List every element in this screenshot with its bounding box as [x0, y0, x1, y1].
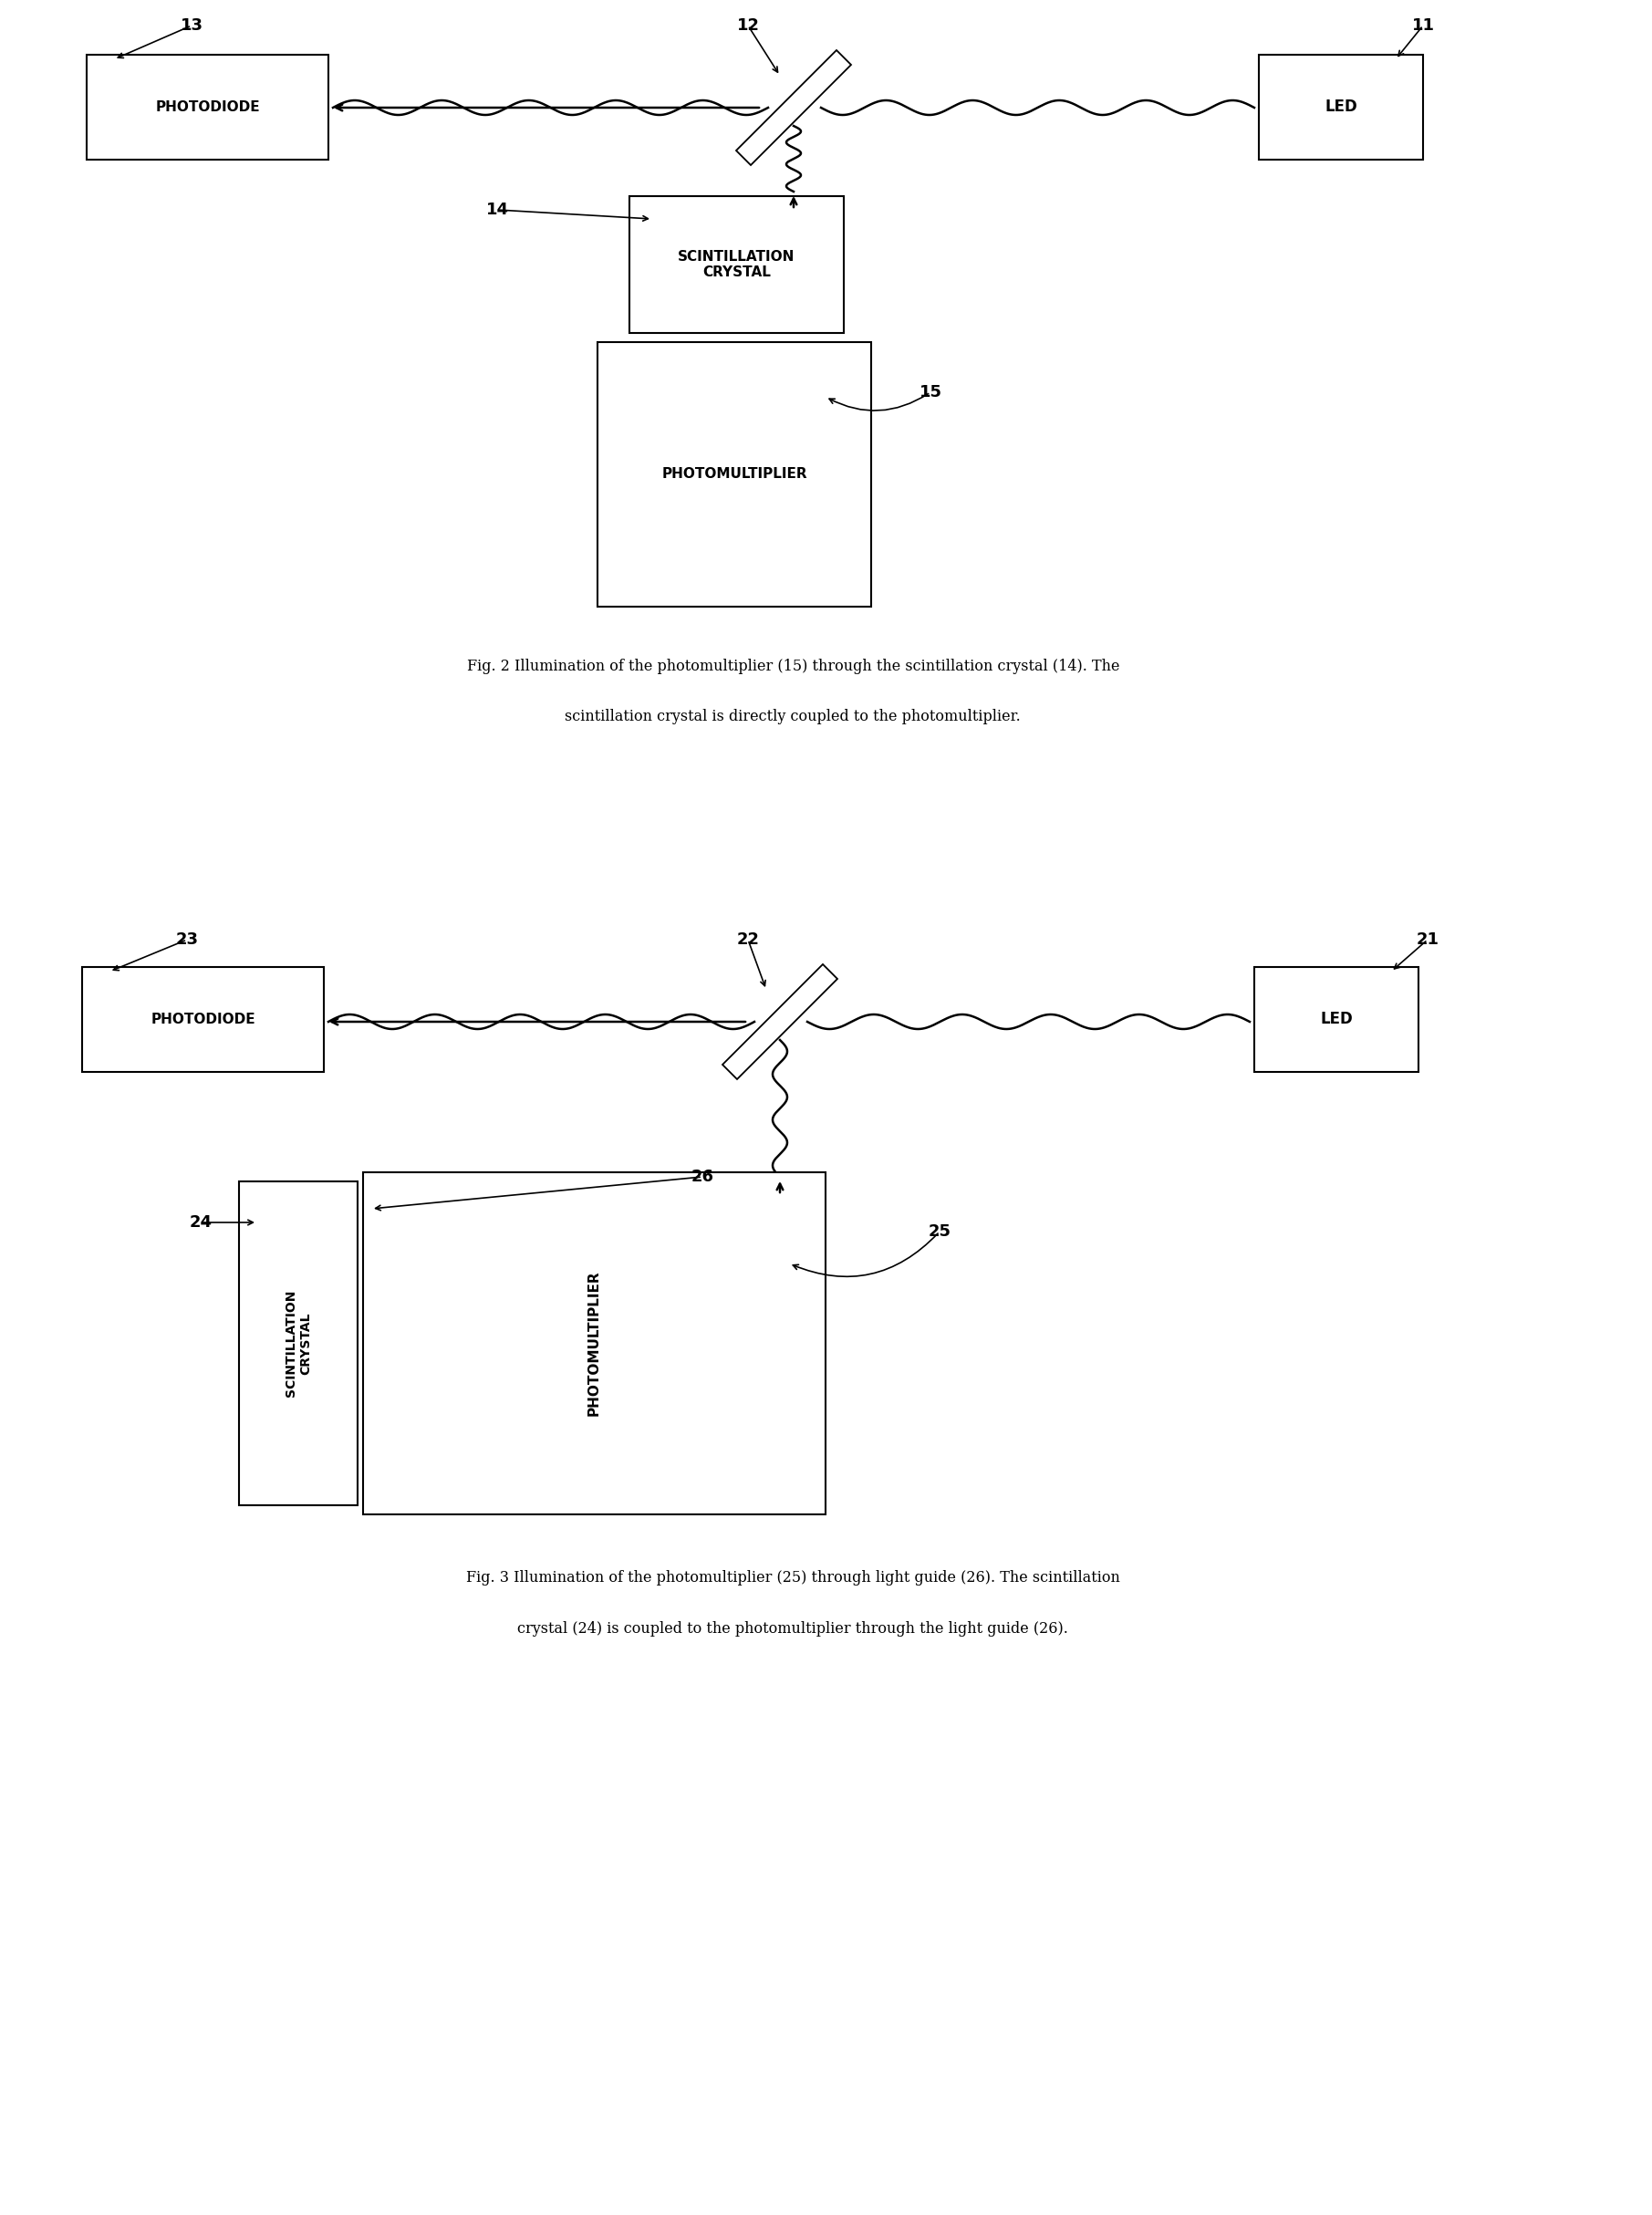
Polygon shape: [722, 964, 838, 1079]
Text: 15: 15: [919, 383, 942, 401]
Text: PHOTODIODE: PHOTODIODE: [155, 100, 259, 113]
Text: 14: 14: [486, 202, 509, 217]
Text: 22: 22: [737, 933, 760, 948]
Text: 23: 23: [175, 933, 198, 948]
Bar: [598, 341, 871, 607]
Bar: [83, 968, 324, 1072]
Text: crystal (24) is coupled to the photomultiplier through the light guide (26).: crystal (24) is coupled to the photomult…: [517, 1621, 1069, 1637]
Text: 24: 24: [190, 1214, 211, 1232]
Bar: [1259, 55, 1422, 159]
Text: PHOTOMULTIPLIER: PHOTOMULTIPLIER: [588, 1271, 601, 1415]
Bar: [86, 55, 329, 159]
Text: SCINTILLATION
CRYSTAL: SCINTILLATION CRYSTAL: [677, 250, 795, 279]
Bar: [240, 1181, 357, 1506]
Text: PHOTODIODE: PHOTODIODE: [150, 1012, 256, 1026]
Text: 21: 21: [1416, 933, 1439, 948]
Text: Fig. 3 Illumination of the photomultiplier (25) through light guide (26). The sc: Fig. 3 Illumination of the photomultipli…: [466, 1570, 1120, 1586]
Text: 11: 11: [1412, 18, 1434, 33]
Text: Fig. 2 Illumination of the photomultiplier (15) through the scintillation crysta: Fig. 2 Illumination of the photomultipli…: [466, 658, 1120, 673]
Polygon shape: [737, 51, 851, 166]
Text: 13: 13: [180, 18, 203, 33]
Text: 26: 26: [691, 1170, 714, 1185]
Bar: [1254, 968, 1419, 1072]
Text: LED: LED: [1325, 100, 1358, 115]
Text: PHOTOMULTIPLIER: PHOTOMULTIPLIER: [661, 467, 808, 481]
Text: 12: 12: [737, 18, 760, 33]
Text: scintillation crystal is directly coupled to the photomultiplier.: scintillation crystal is directly couple…: [565, 709, 1021, 724]
Text: SCINTILLATION
CRYSTAL: SCINTILLATION CRYSTAL: [284, 1289, 312, 1398]
Bar: [363, 1172, 826, 1515]
Bar: [629, 197, 844, 332]
Text: 25: 25: [928, 1223, 952, 1240]
Text: LED: LED: [1320, 1012, 1353, 1028]
